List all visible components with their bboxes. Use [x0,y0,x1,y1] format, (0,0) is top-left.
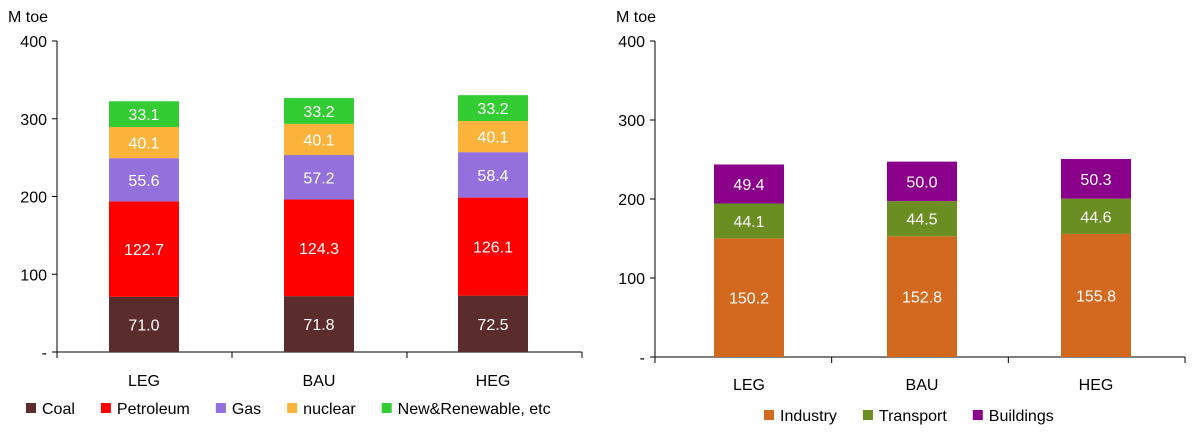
bar-segment [284,155,354,200]
category-label: HEG [1079,377,1114,394]
data-label: 150.2 [729,291,769,308]
bar-segment [714,238,784,357]
bar-segment [458,152,528,198]
data-label: 50.3 [1080,172,1111,189]
bar-segment [284,123,354,156]
y-tick-label: - [640,350,645,367]
data-label: 33.2 [477,101,508,118]
category-label: HEG [476,373,511,390]
legend-swatch [862,410,873,420]
legend-label: nuclear [303,401,356,418]
y-tick-label: - [42,345,47,362]
bar-segment [714,203,784,239]
unit-label: M toe [616,9,656,26]
data-label: 50.0 [906,174,937,191]
data-label: 155.8 [1076,288,1116,305]
bar-segment [109,296,179,352]
y-tick-label: 300 [618,113,645,130]
legend-swatch [100,403,111,413]
bar-segment [284,98,354,124]
legend-swatch [215,403,226,413]
y-tick-label: 400 [20,34,47,51]
legend-label: Buildings [989,408,1054,425]
data-label: 33.2 [303,104,334,121]
data-label: 40.1 [477,130,508,147]
bar-segment [458,121,528,153]
category-label: LEG [128,373,160,390]
bar-segment [109,158,179,202]
legend-label: Transport [879,408,947,425]
data-label: 44.1 [733,214,764,231]
bar-segment [284,296,354,352]
legend-label: New&Renewable, etc [398,401,551,418]
bar-segment [458,197,528,296]
data-label: 44.6 [1080,209,1111,226]
category-label: LEG [733,377,765,394]
bar-segment [714,164,784,204]
category-label: BAU [303,373,336,390]
bar-segment [109,126,179,159]
data-label: 57.2 [303,170,334,187]
data-label: 55.6 [128,173,159,190]
data-label: 49.4 [733,177,764,194]
data-label: 126.1 [473,240,513,257]
data-label: 124.3 [299,241,339,258]
y-tick-label: 200 [618,192,645,209]
legend-label: Petroleum [117,401,190,418]
legend-swatch [972,410,983,420]
bar-segment [1061,198,1131,234]
bar-segment [887,201,957,237]
data-label: 58.4 [477,168,508,185]
data-label: 44.5 [906,212,937,229]
category-label: BAU [906,377,939,394]
bar-segment [109,101,179,127]
legend-label: Gas [232,401,261,418]
y-tick-label: 200 [20,190,47,207]
bar-segment [109,201,179,297]
y-tick-label: 100 [20,267,47,284]
bar-segment [887,161,957,202]
bar-segment [1061,233,1131,357]
unit-label: M toe [8,9,48,26]
bar-segment [284,199,354,297]
legend-label: Industry [780,408,837,425]
data-label: 40.1 [303,132,334,149]
legend-swatch [287,403,298,413]
bar-segment [458,95,528,122]
legend-swatch [26,403,36,413]
data-label: 33.1 [128,107,159,124]
data-label: 40.1 [128,136,159,153]
data-label: 71.0 [128,317,159,334]
y-tick-label: 300 [20,112,47,129]
bar-segment [887,236,957,357]
data-label: 72.5 [477,317,508,334]
y-tick-label: 100 [618,271,645,288]
legend-label: Coal [42,401,75,418]
data-label: 71.8 [303,317,334,334]
bar-segment [458,295,528,352]
data-label: 122.7 [124,242,164,259]
legend-swatch [764,410,774,420]
data-label: 152.8 [902,290,942,307]
legend-swatch [381,403,392,413]
bar-segment [1061,158,1131,199]
y-tick-label: 400 [618,34,645,51]
